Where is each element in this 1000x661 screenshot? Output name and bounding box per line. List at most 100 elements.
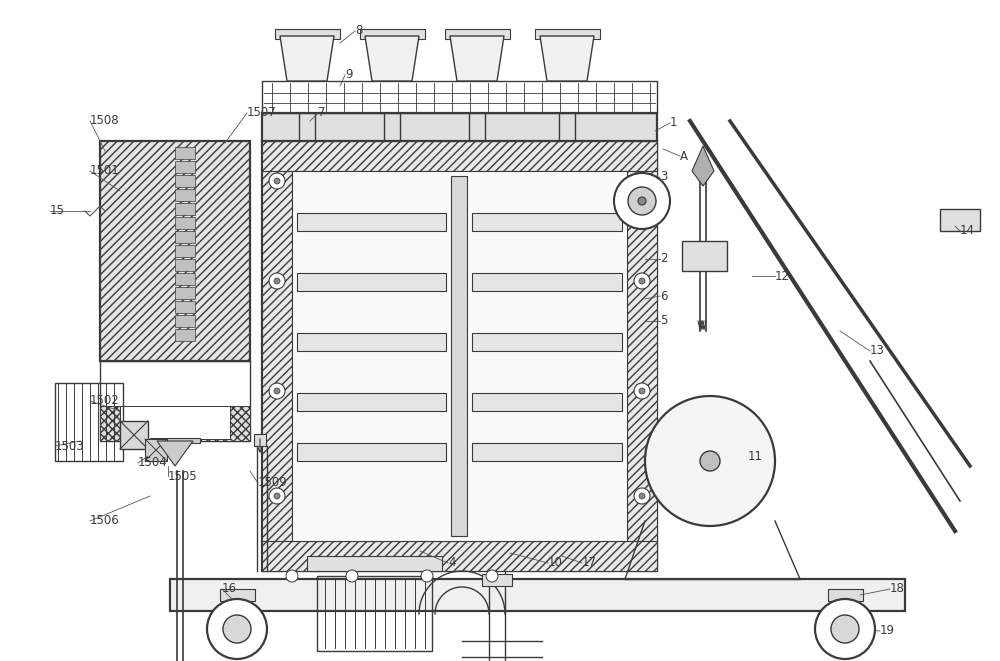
- Text: 1508: 1508: [90, 114, 120, 128]
- Text: 1507: 1507: [247, 106, 277, 120]
- Bar: [175, 301, 195, 313]
- Text: 1509: 1509: [258, 477, 288, 490]
- Circle shape: [269, 488, 285, 504]
- Text: 10: 10: [548, 557, 563, 570]
- Polygon shape: [692, 146, 714, 186]
- Circle shape: [274, 178, 280, 184]
- Text: 7: 7: [318, 106, 326, 120]
- Bar: [120, 421, 148, 449]
- Circle shape: [634, 273, 650, 289]
- Text: 1: 1: [670, 116, 678, 130]
- Bar: [360, 29, 425, 39]
- Bar: [262, 81, 657, 113]
- Circle shape: [634, 173, 650, 189]
- Text: 9: 9: [345, 69, 352, 81]
- Text: 1503: 1503: [55, 440, 85, 453]
- Bar: [175, 203, 195, 215]
- Circle shape: [286, 570, 298, 582]
- Bar: [100, 406, 250, 441]
- Text: 1501: 1501: [90, 165, 120, 178]
- Polygon shape: [280, 36, 334, 81]
- Circle shape: [486, 570, 498, 582]
- Bar: [262, 141, 657, 171]
- Bar: [175, 175, 195, 187]
- Bar: [100, 361, 250, 441]
- Circle shape: [269, 273, 285, 289]
- Circle shape: [645, 396, 775, 526]
- Bar: [297, 393, 446, 411]
- Text: 14: 14: [960, 225, 975, 237]
- Text: 16: 16: [222, 582, 237, 596]
- Text: 19: 19: [880, 625, 895, 637]
- Bar: [175, 161, 195, 173]
- Wedge shape: [711, 404, 747, 434]
- Polygon shape: [157, 441, 193, 466]
- Wedge shape: [656, 473, 691, 510]
- Circle shape: [639, 278, 645, 284]
- Circle shape: [639, 178, 645, 184]
- Bar: [145, 439, 167, 461]
- Text: 3: 3: [660, 171, 667, 184]
- Bar: [175, 273, 195, 285]
- Bar: [472, 333, 622, 351]
- Text: 8: 8: [355, 24, 362, 38]
- Bar: [170, 579, 905, 611]
- Bar: [627, 141, 657, 571]
- Text: 6: 6: [660, 290, 668, 303]
- Bar: [262, 141, 292, 571]
- Text: 17: 17: [582, 557, 597, 570]
- Circle shape: [223, 615, 251, 643]
- Text: 15: 15: [50, 204, 65, 217]
- Bar: [220, 589, 255, 601]
- Bar: [535, 29, 600, 39]
- Bar: [120, 406, 230, 439]
- Text: 13: 13: [870, 344, 885, 358]
- Bar: [175, 287, 195, 299]
- Circle shape: [614, 173, 670, 229]
- Text: A: A: [680, 149, 688, 163]
- Wedge shape: [741, 434, 767, 471]
- Circle shape: [274, 278, 280, 284]
- Bar: [55, 383, 123, 461]
- Polygon shape: [540, 36, 594, 81]
- Bar: [297, 333, 446, 351]
- Bar: [472, 273, 622, 291]
- Bar: [175, 245, 195, 257]
- Bar: [472, 443, 622, 461]
- Bar: [175, 315, 195, 327]
- Text: 12: 12: [775, 270, 790, 282]
- Circle shape: [639, 493, 645, 499]
- Wedge shape: [653, 432, 680, 469]
- Bar: [254, 434, 266, 446]
- Circle shape: [700, 451, 720, 471]
- Bar: [472, 213, 622, 231]
- Text: 1506: 1506: [90, 514, 120, 527]
- Bar: [175, 259, 195, 271]
- Circle shape: [634, 488, 650, 504]
- Circle shape: [274, 493, 280, 499]
- Circle shape: [274, 388, 280, 394]
- Bar: [262, 113, 657, 141]
- Polygon shape: [450, 36, 504, 81]
- Circle shape: [628, 187, 656, 215]
- Bar: [262, 141, 657, 571]
- Bar: [445, 29, 510, 39]
- Circle shape: [207, 599, 267, 659]
- Bar: [100, 141, 250, 361]
- Bar: [175, 329, 195, 341]
- Circle shape: [346, 570, 358, 582]
- Bar: [482, 574, 512, 586]
- Circle shape: [634, 383, 650, 399]
- Bar: [292, 171, 627, 541]
- Text: 1505: 1505: [168, 469, 198, 483]
- Bar: [150, 438, 200, 443]
- Bar: [940, 209, 980, 231]
- Circle shape: [638, 197, 646, 205]
- Circle shape: [269, 173, 285, 189]
- Bar: [262, 541, 657, 571]
- Bar: [317, 576, 432, 651]
- Bar: [297, 273, 446, 291]
- Wedge shape: [728, 474, 763, 510]
- Circle shape: [269, 383, 285, 399]
- Wedge shape: [668, 405, 704, 438]
